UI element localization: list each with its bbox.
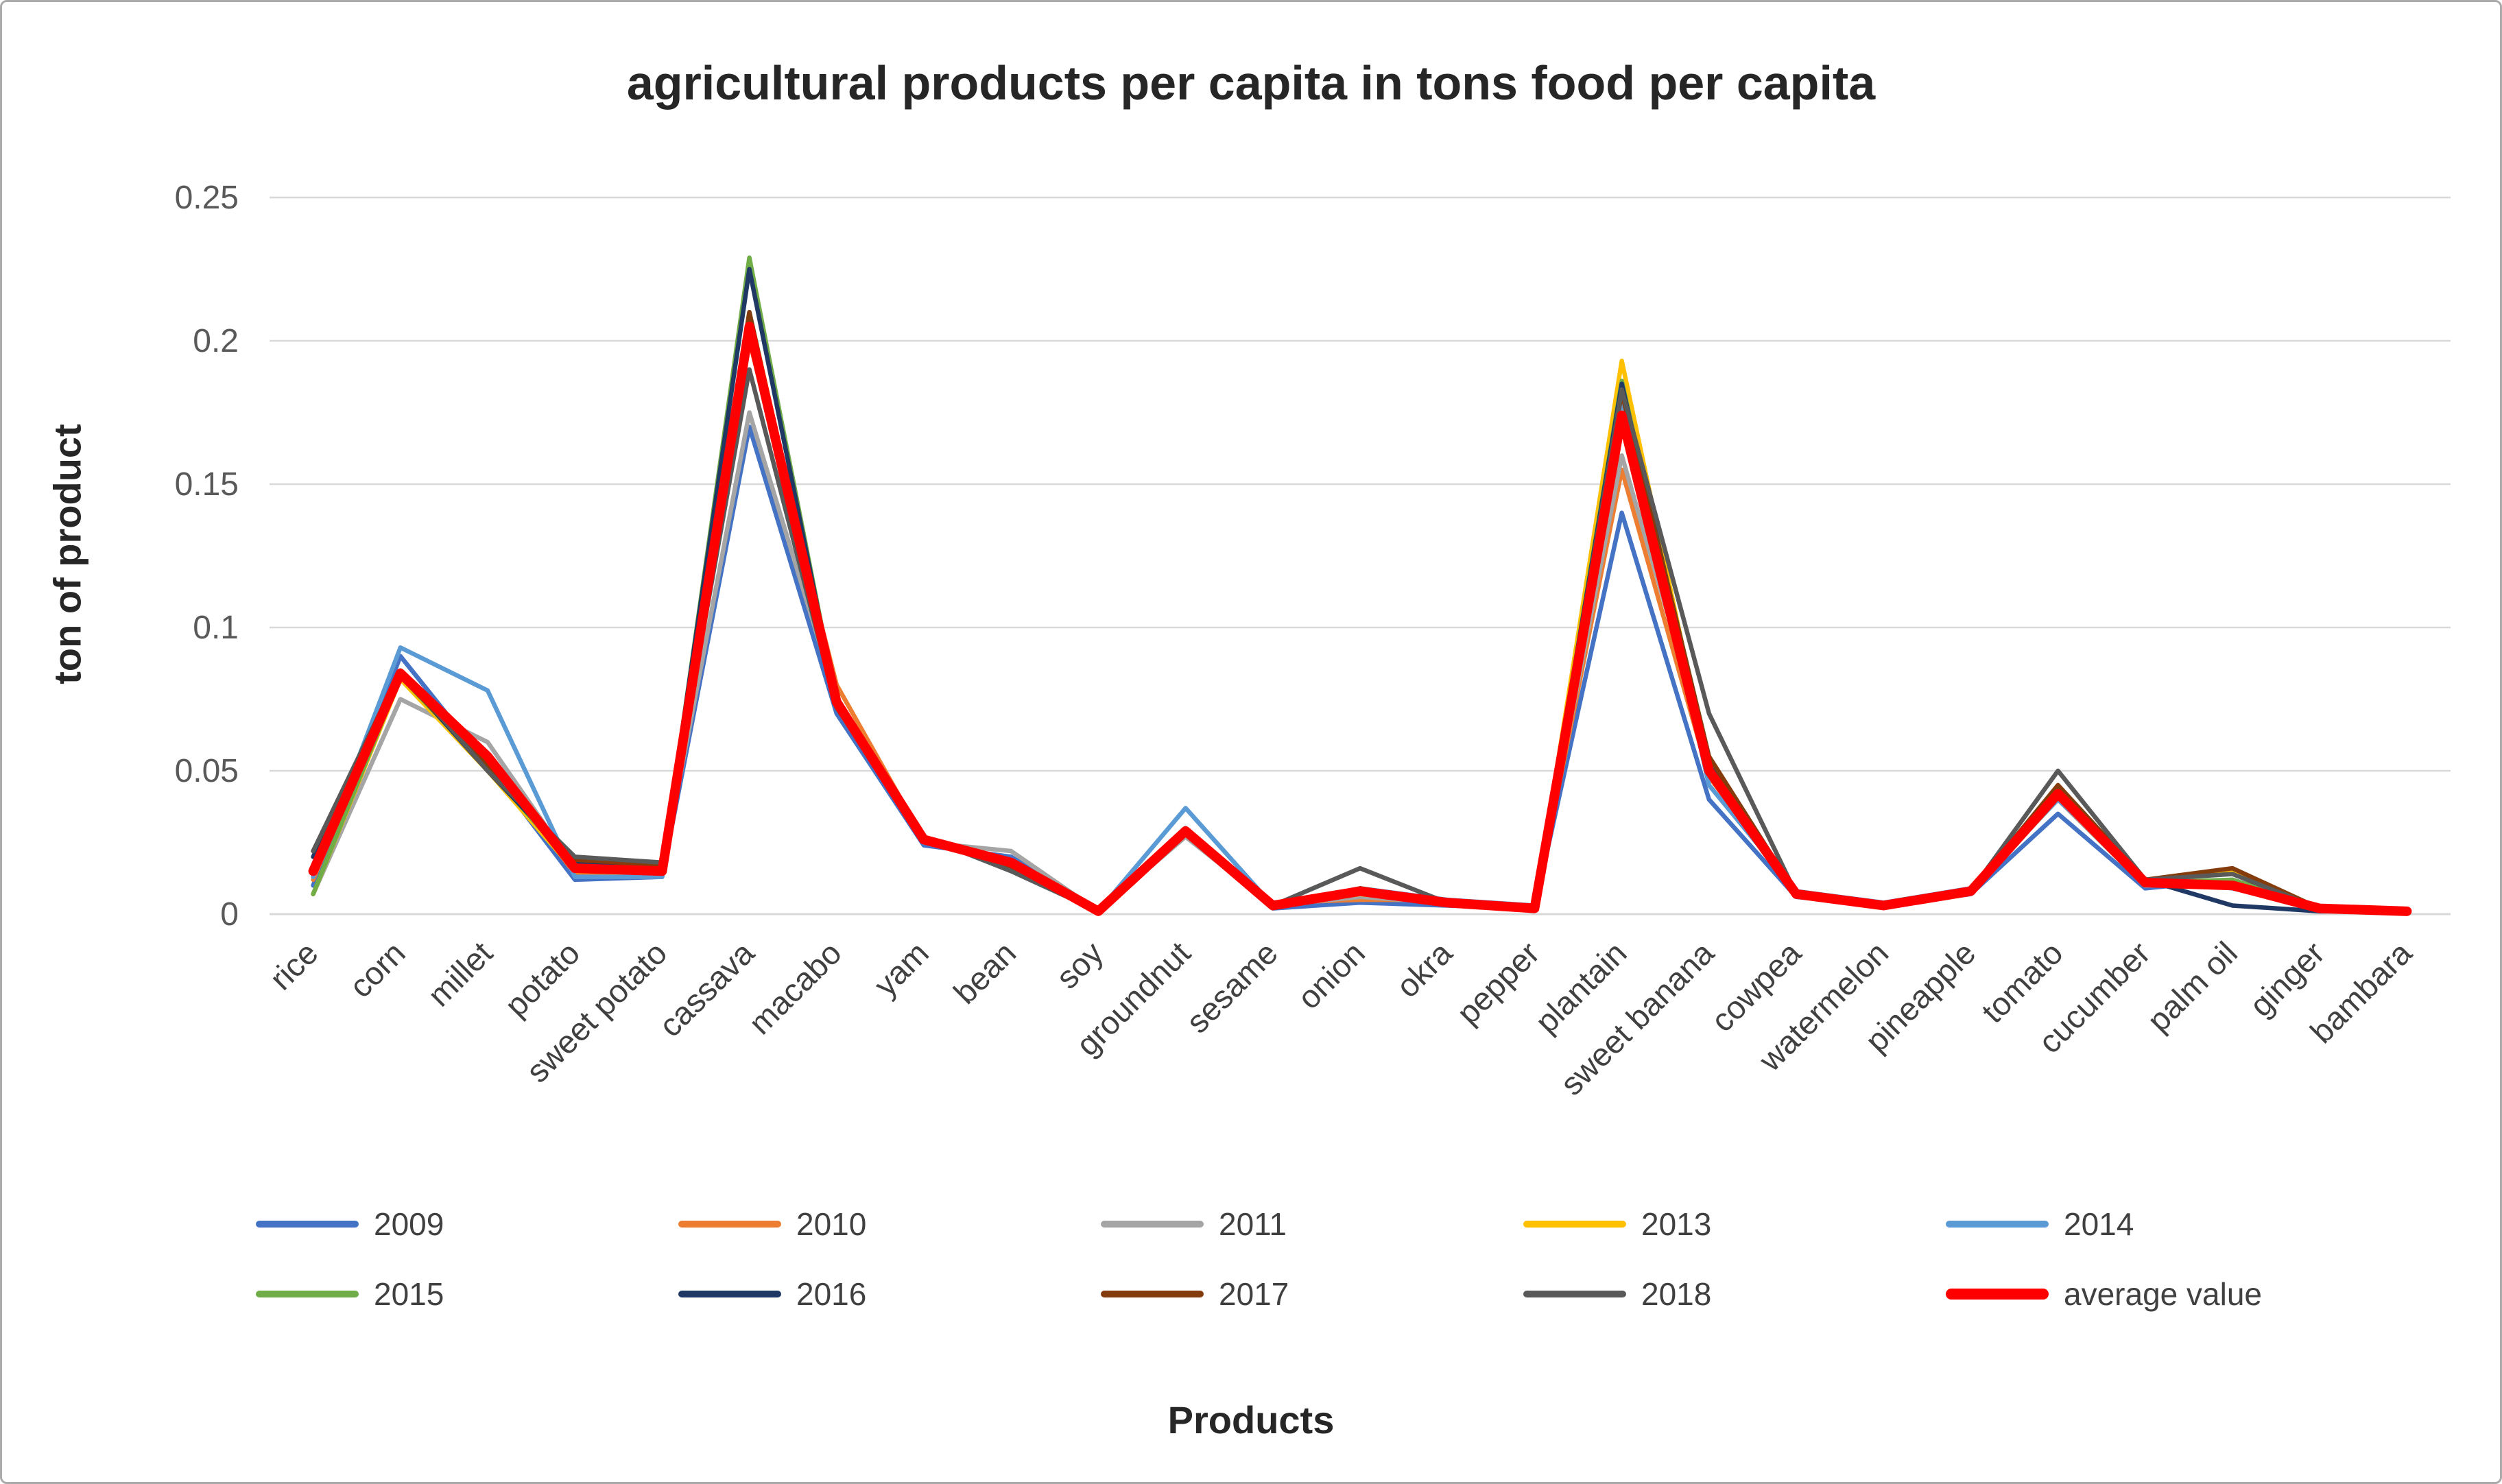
legend-item-2016: 2016 <box>678 1276 1101 1313</box>
y-tick-label: 0 <box>220 896 239 933</box>
legend-swatch <box>1946 1221 2049 1228</box>
x-tick-label: sweet banana <box>1553 934 1721 1102</box>
legend-label: 2018 <box>1641 1276 1712 1312</box>
x-tick-label: onion <box>1290 935 1372 1016</box>
series-line-2011 <box>311 410 2409 914</box>
legend-swatch <box>1523 1221 1626 1228</box>
series-line-average-value <box>308 322 2412 916</box>
x-tick-label: yam <box>867 935 936 1003</box>
legend-item-2014: 2014 <box>1946 1206 2368 1243</box>
legend-label: average value <box>2064 1276 2262 1312</box>
x-tick-label: bean <box>946 935 1023 1011</box>
legend-item-2017: 2017 <box>1101 1276 1523 1313</box>
x-tick-label: sesame <box>1179 935 1285 1040</box>
x-tick-label: palm oil <box>2140 935 2244 1039</box>
legend-label: 2009 <box>374 1206 444 1242</box>
legend-label: 2015 <box>374 1276 444 1312</box>
legend-label: 2017 <box>1219 1276 1289 1312</box>
chart-title: agricultural products per capita in tons… <box>626 56 1876 110</box>
legend-label: 2016 <box>796 1276 867 1312</box>
legend-label: 2013 <box>1641 1206 1712 1242</box>
legend: 2009 2010 2011 2013 2014 2015 2016 2017 2018 aver… <box>256 1206 2368 1313</box>
legend-swatch <box>256 1291 359 1297</box>
x-tick-label: millet <box>420 935 499 1014</box>
y-tick-label: 0.15 <box>175 466 239 503</box>
legend-swatch <box>256 1221 359 1228</box>
x-tick-label: soy <box>1049 934 1110 996</box>
x-tick-label: rice <box>263 935 325 997</box>
legend-item-2015: 2015 <box>256 1276 678 1313</box>
legend-item-average-value: average value <box>1946 1276 2368 1313</box>
legend-swatch <box>1523 1291 1626 1297</box>
y-tick-label: 0.1 <box>193 610 239 646</box>
y-tick-label: 0.05 <box>175 753 239 789</box>
legend-label: 2011 <box>1219 1206 1287 1242</box>
x-tick-label: cassava <box>652 934 761 1044</box>
series-line-2009 <box>311 424 2409 914</box>
y-tick-label: 0.2 <box>193 323 239 359</box>
legend-item-2011: 2011 <box>1101 1206 1523 1243</box>
x-tick-label: okra <box>1389 934 1460 1005</box>
legend-item-2013: 2013 <box>1523 1206 1946 1243</box>
legend-swatch <box>678 1221 781 1228</box>
y-tick-label: 0.25 <box>175 180 239 216</box>
x-tick-label: macabo <box>741 935 848 1042</box>
legend-swatch <box>1101 1221 1204 1228</box>
legend-swatch <box>1946 1289 2049 1300</box>
x-axis-title: Products <box>1167 1398 1335 1441</box>
legend-label: 2010 <box>796 1206 867 1242</box>
legend-item-2009: 2009 <box>256 1206 678 1243</box>
legend-label: 2014 <box>2064 1206 2134 1242</box>
series-line-2017 <box>311 309 2409 914</box>
legend-swatch <box>678 1291 781 1297</box>
legend-swatch <box>1101 1291 1204 1297</box>
legend-item-2018: 2018 <box>1523 1276 1946 1313</box>
legend-item-2010: 2010 <box>678 1206 1101 1243</box>
x-tick-label: corn <box>342 935 412 1005</box>
